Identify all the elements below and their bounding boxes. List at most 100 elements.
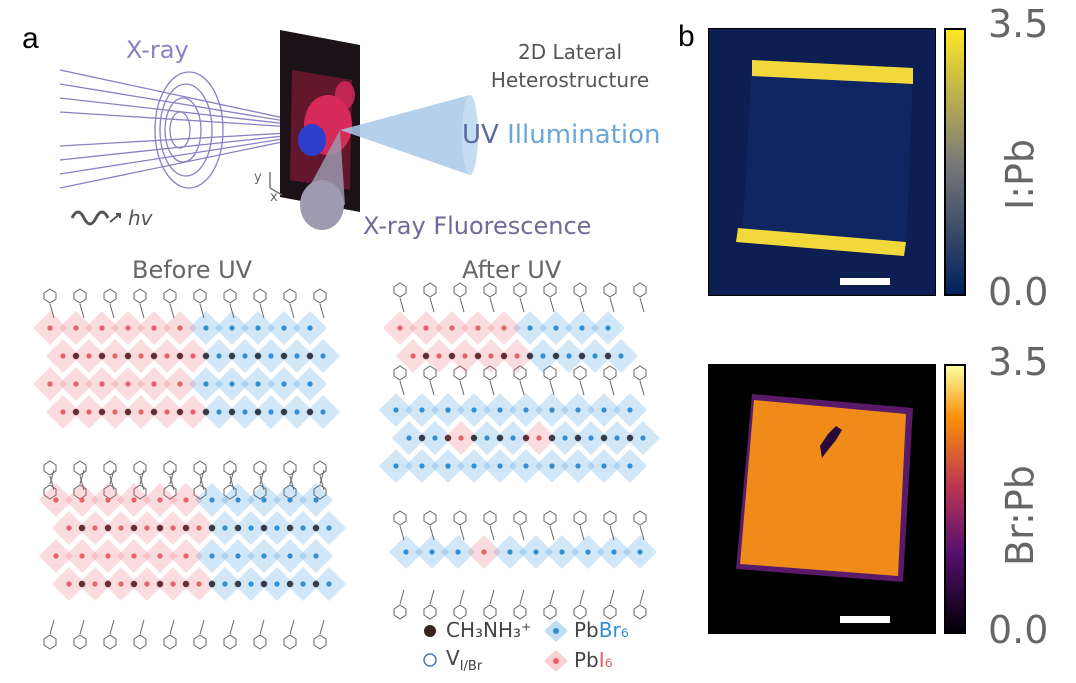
ligand bbox=[393, 365, 407, 381]
cation bbox=[78, 580, 86, 588]
lead-atom bbox=[131, 553, 137, 559]
lead-atom bbox=[183, 553, 189, 559]
lead-atom bbox=[614, 435, 620, 441]
lead-atom bbox=[507, 549, 513, 555]
ligand bbox=[313, 460, 327, 476]
ligand bbox=[313, 288, 327, 304]
lead-atom bbox=[287, 497, 293, 503]
cation bbox=[176, 408, 184, 416]
cation bbox=[182, 524, 190, 532]
lead-atom bbox=[618, 353, 624, 359]
lead-atom bbox=[66, 581, 72, 587]
cation bbox=[150, 352, 158, 360]
ligand bbox=[73, 634, 87, 650]
after-uv-title: After UV bbox=[462, 256, 562, 284]
ligand bbox=[313, 634, 327, 650]
lead-atom bbox=[281, 381, 287, 387]
cation bbox=[156, 580, 164, 588]
cation bbox=[286, 524, 294, 532]
lead-atom bbox=[274, 581, 280, 587]
lead-atom bbox=[429, 549, 435, 555]
cation bbox=[260, 524, 268, 532]
lead-atom bbox=[397, 325, 403, 331]
lead-atom bbox=[53, 497, 59, 503]
lead-atom bbox=[73, 325, 79, 331]
ligand bbox=[43, 634, 57, 650]
ligand bbox=[543, 604, 557, 620]
ligand bbox=[73, 288, 87, 304]
lead-atom bbox=[294, 353, 300, 359]
lead-atom bbox=[99, 325, 105, 331]
cation bbox=[234, 524, 242, 532]
vacancy-legend-icon bbox=[423, 653, 437, 667]
lead-atom bbox=[458, 435, 464, 441]
lead-atom bbox=[268, 409, 274, 415]
br-pb-colorbar-max: 3.5 bbox=[988, 340, 1049, 384]
ligand bbox=[253, 484, 267, 500]
lead-atom bbox=[209, 497, 215, 503]
lead-atom bbox=[410, 353, 416, 359]
cation bbox=[130, 524, 138, 532]
ligand bbox=[453, 510, 467, 526]
lead-atom bbox=[235, 497, 241, 503]
cation bbox=[104, 580, 112, 588]
lead-atom bbox=[216, 353, 222, 359]
lead-atom bbox=[423, 325, 429, 331]
lead-atom bbox=[190, 409, 196, 415]
ligand bbox=[163, 460, 177, 476]
illumination-word: Illumination bbox=[507, 120, 661, 150]
heterostructure-line1: 2D Lateral bbox=[517, 40, 623, 64]
lead-atom bbox=[497, 407, 503, 413]
cation bbox=[418, 434, 426, 442]
cation bbox=[254, 352, 262, 360]
br-rich-region bbox=[740, 400, 906, 576]
crack-feature bbox=[820, 426, 842, 458]
ch3nh3-legend-icon bbox=[424, 625, 436, 637]
lead-atom bbox=[562, 435, 568, 441]
lead-atom bbox=[588, 435, 594, 441]
before-uv-title: Before UV bbox=[132, 256, 253, 284]
pbi6-legend-icon bbox=[544, 650, 568, 672]
lead-atom bbox=[523, 407, 529, 413]
ligand bbox=[133, 484, 147, 500]
lead-atom bbox=[248, 525, 254, 531]
lead-atom bbox=[419, 407, 425, 413]
cation bbox=[98, 352, 106, 360]
i-pb-colorbar-label: I:Pb bbox=[998, 138, 1042, 210]
cation bbox=[202, 352, 210, 360]
cation bbox=[150, 408, 158, 416]
lead-atom bbox=[118, 581, 124, 587]
ligand bbox=[103, 460, 117, 476]
lead-atom bbox=[177, 381, 183, 387]
ligand bbox=[573, 510, 587, 526]
cation bbox=[208, 580, 216, 588]
lead-atom bbox=[445, 407, 451, 413]
lead-atom bbox=[294, 409, 300, 415]
xray-label: X-ray bbox=[126, 36, 189, 64]
ligand bbox=[393, 282, 407, 298]
cation bbox=[626, 434, 634, 442]
ligand bbox=[603, 282, 617, 298]
lead-atom bbox=[432, 435, 438, 441]
ligand bbox=[453, 365, 467, 381]
lead-atom bbox=[579, 325, 585, 331]
cation bbox=[444, 434, 452, 442]
lead-atom bbox=[112, 353, 118, 359]
lead-atom bbox=[601, 407, 607, 413]
lead-atom bbox=[99, 381, 105, 387]
ligand bbox=[603, 604, 617, 620]
lead-atom bbox=[157, 497, 163, 503]
lead-atom bbox=[320, 353, 326, 359]
ligand bbox=[633, 604, 647, 620]
lattice-after-uv bbox=[379, 282, 660, 620]
lead-atom bbox=[203, 381, 209, 387]
cation bbox=[260, 580, 268, 588]
xray-fluorescence-label: X-ray Fluorescence bbox=[363, 212, 592, 240]
lead-atom bbox=[419, 463, 425, 469]
lead-atom bbox=[514, 353, 520, 359]
lead-atom bbox=[326, 581, 332, 587]
panel-a-figure bbox=[33, 30, 660, 672]
ligand bbox=[513, 365, 527, 381]
lead-atom bbox=[177, 325, 183, 331]
ligand bbox=[573, 604, 587, 620]
